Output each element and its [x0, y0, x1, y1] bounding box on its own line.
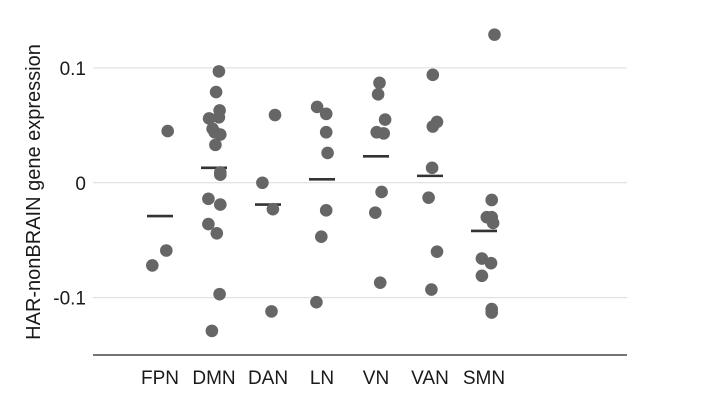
- y-tick-labels: 0.1 0 -0.1: [53, 59, 86, 310]
- y-axis-title: HAR-nonBRAIN gene expression: [23, 44, 45, 340]
- x-tick-label: DMN: [192, 368, 235, 389]
- data-point: [485, 306, 499, 319]
- data-point: [310, 100, 324, 114]
- data-point: [425, 283, 438, 296]
- data-points: [146, 28, 501, 338]
- data-point: [319, 107, 333, 121]
- data-point: [213, 287, 226, 301]
- data-point: [202, 112, 216, 125]
- data-point: [202, 192, 215, 206]
- mean-markers: [147, 155, 497, 233]
- data-point: [319, 204, 333, 217]
- data-point: [321, 146, 334, 160]
- data-point: [146, 259, 159, 272]
- data-point: [422, 191, 435, 204]
- x-tick-label: VAN: [411, 368, 449, 389]
- data-point: [486, 216, 500, 230]
- data-point: [378, 113, 392, 126]
- x-tick-label: SMN: [463, 368, 505, 389]
- data-point: [214, 128, 227, 141]
- data-point: [426, 120, 440, 133]
- data-point: [256, 176, 269, 190]
- data-point: [369, 206, 382, 219]
- data-point: [425, 161, 439, 175]
- data-point: [214, 198, 227, 211]
- data-point: [373, 76, 386, 90]
- data-point: [475, 269, 489, 283]
- data-point: [310, 295, 323, 309]
- x-tick-label: LN: [310, 368, 334, 389]
- data-point: [161, 124, 174, 138]
- data-point: [373, 276, 387, 289]
- data-point: [205, 324, 219, 338]
- data-point: [485, 193, 499, 207]
- data-point: [315, 230, 328, 244]
- data-point: [202, 217, 215, 231]
- data-point: [430, 245, 444, 258]
- data-point: [371, 88, 385, 101]
- x-tick-label: FPN: [141, 368, 179, 389]
- x-tick-label: VN: [363, 368, 389, 389]
- data-point: [214, 168, 227, 182]
- data-point: [375, 185, 388, 199]
- data-point: [160, 244, 173, 257]
- data-point: [210, 226, 224, 240]
- data-point: [212, 111, 226, 124]
- data-point: [488, 28, 501, 41]
- gridlines: [93, 67, 627, 299]
- data-point: [212, 65, 226, 78]
- y-tick-label: -0.1: [53, 289, 86, 310]
- data-point: [209, 85, 223, 99]
- data-point: [319, 125, 333, 139]
- data-point: [265, 305, 278, 318]
- data-point: [377, 127, 391, 140]
- x-tick-label: DAN: [248, 368, 288, 389]
- data-point: [426, 68, 440, 82]
- data-point: [266, 202, 280, 216]
- y-tick-label: 0: [75, 174, 86, 195]
- x-tick-labels: FPN DMN DAN LN VN VAN SMN: [141, 368, 505, 389]
- data-point: [209, 138, 222, 152]
- data-point: [268, 108, 282, 122]
- data-point: [484, 256, 498, 270]
- y-tick-label: 0.1: [60, 59, 86, 80]
